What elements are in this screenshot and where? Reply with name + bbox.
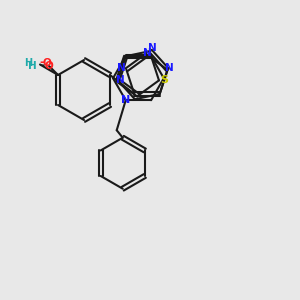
Text: N: N <box>142 47 152 58</box>
Text: O: O <box>42 58 51 68</box>
Text: N: N <box>121 95 130 105</box>
Text: N: N <box>116 75 125 85</box>
Text: N: N <box>148 43 156 53</box>
Text: N: N <box>165 63 173 73</box>
Text: -: - <box>39 59 44 73</box>
Text: S: S <box>160 75 168 85</box>
Text: H: H <box>25 58 33 68</box>
Text: O: O <box>45 61 53 71</box>
Text: H: H <box>28 61 37 71</box>
Text: N: N <box>117 63 125 73</box>
Text: -: - <box>39 56 44 69</box>
